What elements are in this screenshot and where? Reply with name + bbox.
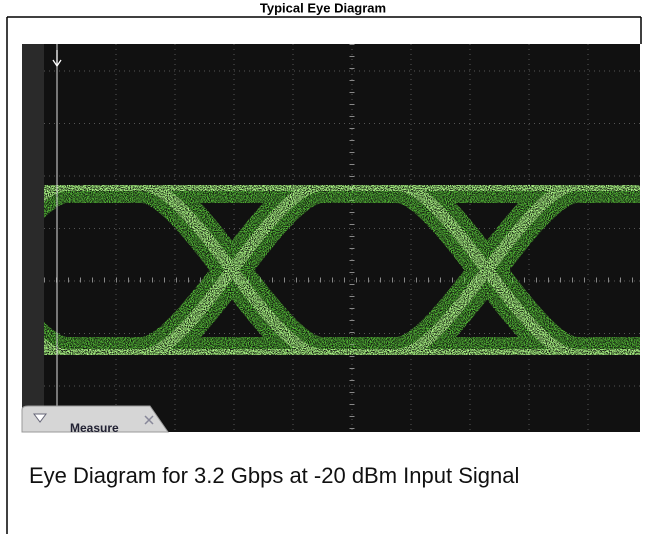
caption: Eye Diagram for 3.2 Gbps at -20 dBm Inpu… bbox=[29, 463, 519, 488]
figure-title: Typical Eye Diagram bbox=[260, 1, 386, 16]
page: Typical Eye Diagram Measure Eye Diagram … bbox=[0, 0, 647, 534]
tab-label[interactable]: Measure bbox=[70, 421, 119, 435]
scope-margin bbox=[22, 44, 44, 432]
scope-screen bbox=[22, 44, 640, 432]
figure: Typical Eye Diagram Measure Eye Diagram … bbox=[0, 0, 647, 534]
